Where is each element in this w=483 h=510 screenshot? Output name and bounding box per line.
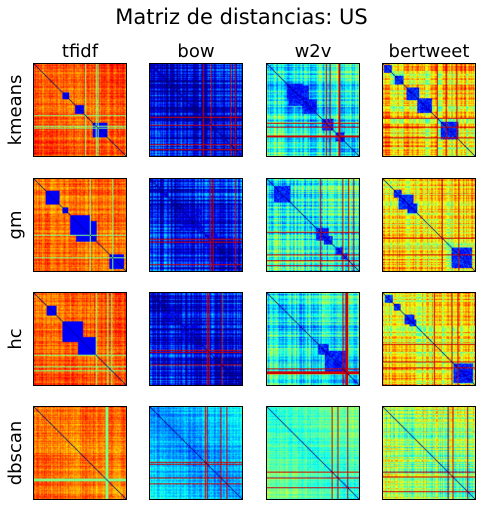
heatmap-hc-w2v <box>266 292 360 386</box>
row-title-kmeans: kmeans <box>5 74 26 146</box>
heatmap-gm-bertweet <box>382 178 476 272</box>
heatmap-dbscan-bertweet <box>382 406 476 500</box>
heatmap-gm-w2v <box>266 178 360 272</box>
heatmap-dbscan-bow <box>149 406 243 500</box>
heatmap-hc-bertweet <box>382 292 476 386</box>
column-title-w2v: w2v <box>294 41 332 62</box>
heatmap-kmeans-tfidf <box>33 63 127 157</box>
figure-title: Matriz de distancias: US <box>115 5 368 29</box>
row-title-dbscan: dbscan <box>5 420 26 486</box>
row-title-gm: gm <box>5 210 26 240</box>
column-title-bow: bow <box>177 41 215 62</box>
heatmap-dbscan-tfidf <box>33 406 127 500</box>
heatmap-hc-bow <box>149 292 243 386</box>
heatmap-kmeans-bertweet <box>382 63 476 157</box>
heatmap-kmeans-w2v <box>266 63 360 157</box>
column-title-bertweet: bertweet <box>388 41 470 62</box>
heatmap-dbscan-w2v <box>266 406 360 500</box>
column-title-tfidf: tfidf <box>61 41 99 62</box>
heatmap-hc-tfidf <box>33 292 127 386</box>
heatmap-gm-tfidf <box>33 178 127 272</box>
heatmap-kmeans-bow <box>149 63 243 157</box>
heatmap-gm-bow <box>149 178 243 272</box>
row-title-hc: hc <box>5 328 26 350</box>
